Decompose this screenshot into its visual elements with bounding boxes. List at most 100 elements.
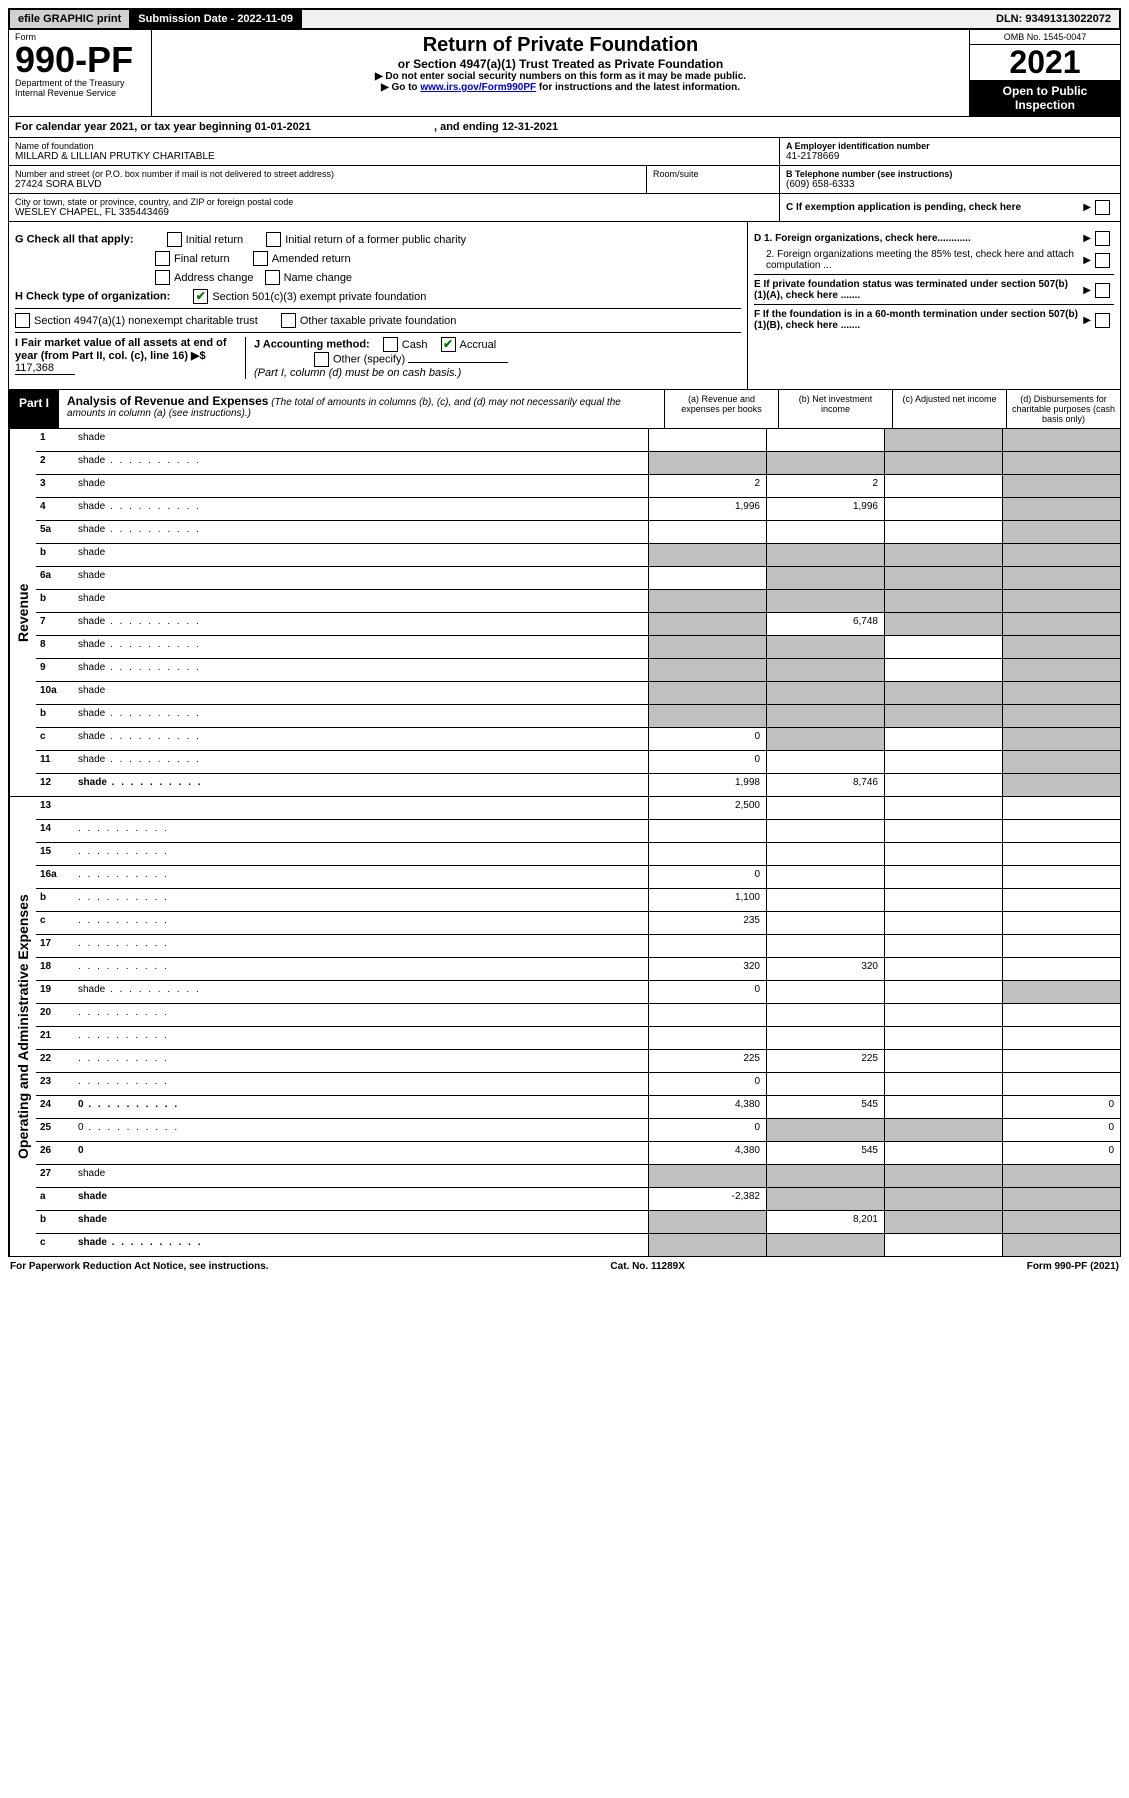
- amount-cell: [1002, 544, 1120, 566]
- g-amended-checkbox[interactable]: [253, 251, 268, 266]
- table-row: 2404,3805450: [36, 1096, 1120, 1119]
- amount-cell: 8,746: [766, 774, 884, 796]
- line-description: shade: [74, 1165, 648, 1187]
- col-d-header: (d) Disbursements for charitable purpose…: [1006, 390, 1120, 428]
- line-description: [74, 843, 648, 865]
- j-cash-checkbox[interactable]: [383, 337, 398, 352]
- amount-cell: [648, 429, 766, 451]
- g-final-checkbox[interactable]: [155, 251, 170, 266]
- line-description: [74, 912, 648, 934]
- line-number: b: [36, 1211, 74, 1233]
- amount-cell: 1,996: [766, 498, 884, 520]
- tax-year: 2021: [970, 45, 1120, 80]
- line-number: 4: [36, 498, 74, 520]
- d2-checkbox[interactable]: [1095, 253, 1110, 268]
- line-number: 12: [36, 774, 74, 796]
- amount-cell: [884, 1096, 1002, 1118]
- amount-cell: [1002, 1004, 1120, 1026]
- f-checkbox[interactable]: [1095, 313, 1110, 328]
- line-number: b: [36, 544, 74, 566]
- amount-cell: [884, 544, 1002, 566]
- g-name-checkbox[interactable]: [265, 270, 280, 285]
- table-row: 12shade1,9988,746: [36, 774, 1120, 796]
- amount-cell: [766, 981, 884, 1003]
- amount-cell: [1002, 1234, 1120, 1256]
- amount-cell: [884, 567, 1002, 589]
- g-address-checkbox[interactable]: [155, 270, 170, 285]
- table-row: 25000: [36, 1119, 1120, 1142]
- amount-cell: 1,998: [648, 774, 766, 796]
- amount-cell: [1002, 728, 1120, 750]
- amount-cell: [648, 1027, 766, 1049]
- amount-cell: [884, 1211, 1002, 1233]
- amount-cell: [766, 1004, 884, 1026]
- table-row: 21: [36, 1027, 1120, 1050]
- amount-cell: 225: [766, 1050, 884, 1072]
- table-row: 7shade6,748: [36, 613, 1120, 636]
- amount-cell: [884, 1004, 1002, 1026]
- h-4947-checkbox[interactable]: [15, 313, 30, 328]
- amount-cell: [884, 498, 1002, 520]
- line-description: shade: [74, 705, 648, 727]
- city: WESLEY CHAPEL, FL 335443469: [15, 207, 773, 218]
- line-number: 18: [36, 958, 74, 980]
- city-label: City or town, state or province, country…: [15, 197, 773, 207]
- h-other-checkbox[interactable]: [281, 313, 296, 328]
- form-header: Form 990-PF Department of the Treasury I…: [8, 30, 1121, 117]
- amount-cell: [884, 521, 1002, 543]
- irs-label: Internal Revenue Service: [15, 88, 145, 98]
- submission-date: Submission Date - 2022-11-09: [130, 10, 302, 28]
- dln: DLN: 93491313022072: [988, 10, 1119, 28]
- line-description: shade: [74, 1211, 648, 1233]
- footer: For Paperwork Reduction Act Notice, see …: [8, 1257, 1121, 1276]
- amount-cell: [884, 1050, 1002, 1072]
- amount-cell: [766, 567, 884, 589]
- form-number: 990-PF: [15, 42, 145, 78]
- table-row: 20: [36, 1004, 1120, 1027]
- h-501c3-checkbox[interactable]: [193, 289, 208, 304]
- line-description: 0: [74, 1096, 648, 1118]
- amount-cell: [648, 820, 766, 842]
- amount-cell: [766, 452, 884, 474]
- d1-checkbox[interactable]: [1095, 231, 1110, 246]
- line-number: 14: [36, 820, 74, 842]
- amount-cell: 4,380: [648, 1096, 766, 1118]
- line-description: shade: [74, 659, 648, 681]
- amount-cell: [648, 452, 766, 474]
- amount-cell: [766, 1165, 884, 1187]
- irs-link[interactable]: www.irs.gov/Form990PF: [420, 82, 536, 93]
- amount-cell: 2: [766, 475, 884, 497]
- amount-cell: [1002, 935, 1120, 957]
- amount-cell: [1002, 889, 1120, 911]
- amount-cell: [766, 1027, 884, 1049]
- amount-cell: [648, 636, 766, 658]
- amount-cell: [1002, 843, 1120, 865]
- table-row: 3shade22: [36, 475, 1120, 498]
- line-description: shade: [74, 452, 648, 474]
- g-initial-checkbox[interactable]: [167, 232, 182, 247]
- table-row: b1,100: [36, 889, 1120, 912]
- amount-cell: [648, 590, 766, 612]
- amount-cell: [884, 935, 1002, 957]
- c-checkbox[interactable]: [1095, 200, 1110, 215]
- j-accrual-checkbox[interactable]: [441, 337, 456, 352]
- cat-number: Cat. No. 11289X: [610, 1261, 684, 1272]
- table-row: 1shade: [36, 429, 1120, 452]
- g-row: G Check all that apply: Initial return I…: [15, 232, 741, 247]
- line-description: [74, 958, 648, 980]
- amount-cell: 0: [648, 981, 766, 1003]
- efile-print-button[interactable]: efile GRAPHIC print: [10, 10, 130, 28]
- line-number: 6a: [36, 567, 74, 589]
- j-other-checkbox[interactable]: [314, 352, 329, 367]
- amount-cell: [884, 1119, 1002, 1141]
- table-row: 132,500: [36, 797, 1120, 820]
- line-number: 9: [36, 659, 74, 681]
- line-description: shade: [74, 429, 648, 451]
- line-description: [74, 797, 648, 819]
- g-initial-public-checkbox[interactable]: [266, 232, 281, 247]
- line-description: shade: [74, 1188, 648, 1210]
- amount-cell: [1002, 1050, 1120, 1072]
- line-description: shade: [74, 682, 648, 704]
- line-description: shade: [74, 613, 648, 635]
- e-checkbox[interactable]: [1095, 283, 1110, 298]
